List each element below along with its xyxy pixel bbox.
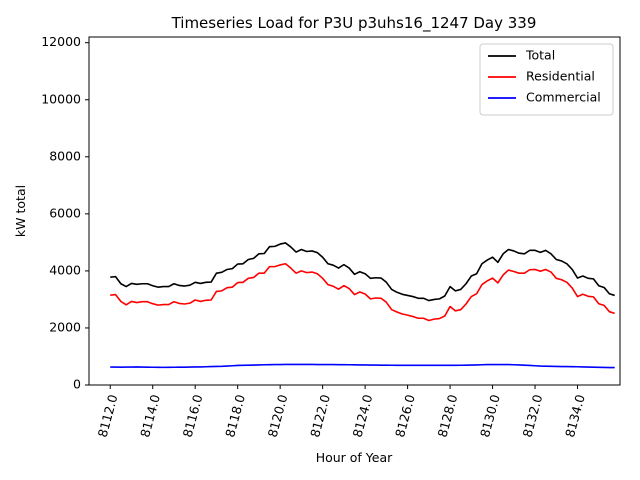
y-axis-title: kW total: [13, 185, 28, 237]
series-line-commercial: [110, 363, 615, 369]
legend-items: Total Residential Commercial: [488, 48, 601, 105]
y-tick-label: 2000: [49, 319, 81, 334]
chart-title: Timeseries Load for P3U p3uhs16_1247 Day…: [171, 14, 537, 33]
series-line-residential: [110, 262, 615, 322]
legend: Total Residential Commercial: [479, 43, 614, 116]
y-tick-label: 10000: [41, 91, 81, 106]
y-tick-label: 4000: [49, 262, 81, 277]
y-tick-label: 12000: [41, 34, 81, 49]
x-axis-title: Hour of Year: [316, 450, 393, 465]
y-tick-label: 0: [73, 377, 81, 392]
legend-label-residential: Residential: [526, 69, 595, 84]
legend-label-total: Total: [525, 48, 555, 63]
plot-frame: [88, 36, 621, 386]
legend-label-commercial: Commercial: [526, 90, 601, 105]
y-tick-label: 8000: [49, 148, 81, 163]
y-axis: 0 2000 4000 6000 8000 10000 12000: [41, 34, 89, 392]
plot-area: [88, 36, 621, 386]
series-line-total: [110, 242, 615, 302]
series-layer: [110, 242, 615, 369]
y-tick-label: 6000: [49, 205, 81, 220]
